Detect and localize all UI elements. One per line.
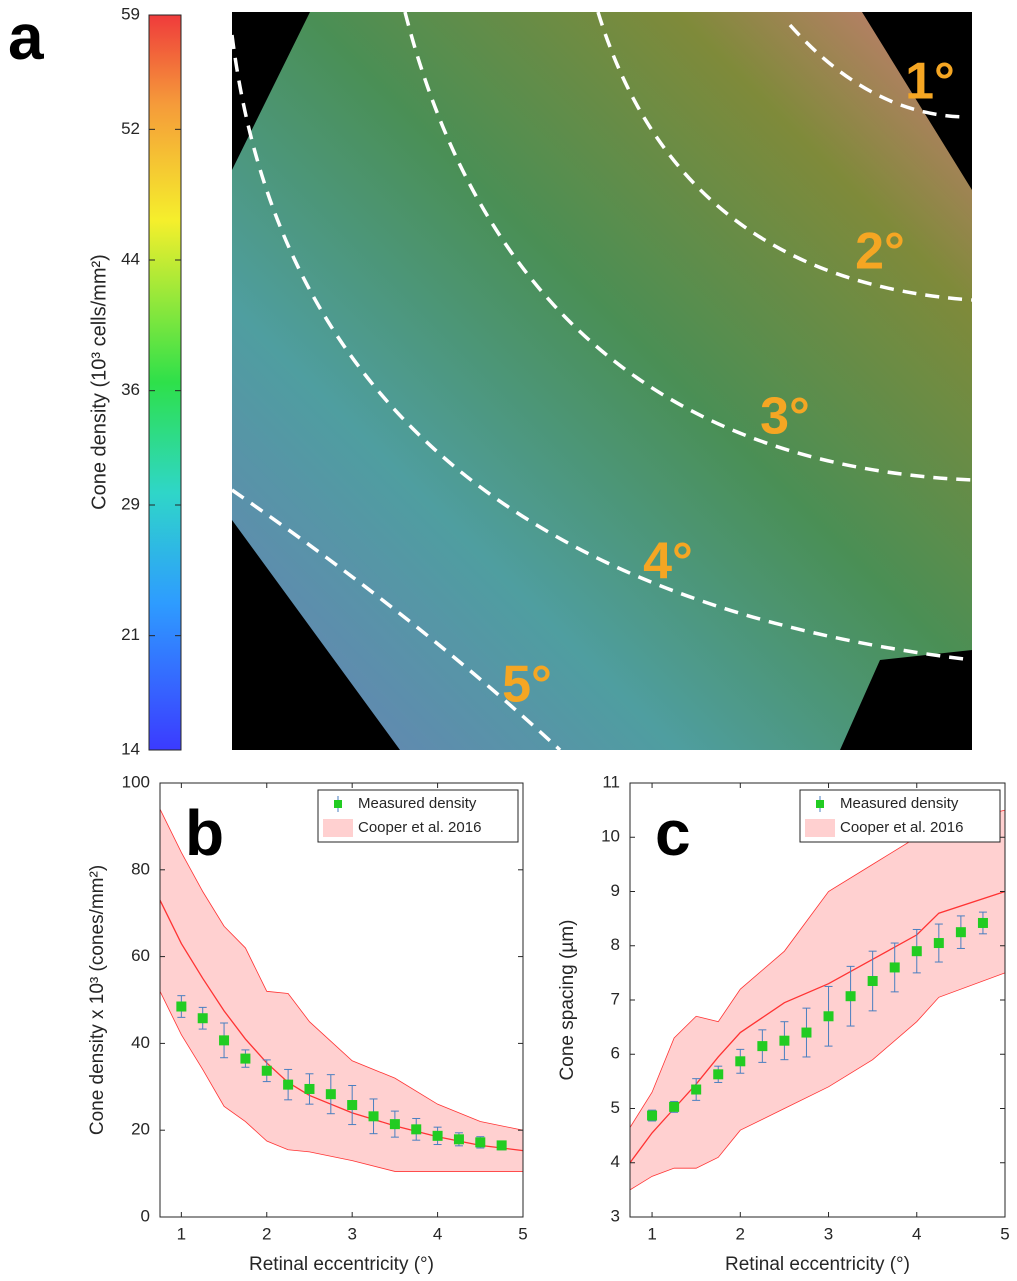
x-axis-label: Retinal eccentricity (°) [249, 1254, 434, 1275]
x-tick-label: 2 [736, 1224, 745, 1243]
data-point [779, 1035, 790, 1046]
contour-line [403, 11, 973, 482]
data-point [432, 1130, 443, 1141]
y-tick-label: 9 [611, 881, 620, 900]
colorbar-tick-label: 21 [121, 625, 140, 644]
panel-label: c [655, 797, 691, 869]
colorbar-tick-label: 52 [121, 119, 140, 138]
x-tick-label: 1 [647, 1224, 656, 1243]
x-tick-label: 5 [1000, 1224, 1009, 1243]
data-point [691, 1084, 702, 1095]
x-axis-label: Retinal eccentricity (°) [725, 1254, 910, 1275]
legend-swatch [334, 800, 342, 808]
y-tick-label: 100 [122, 772, 150, 791]
data-point [647, 1110, 658, 1121]
y-tick-label: 5 [611, 1098, 620, 1117]
legend-label: Measured density [840, 795, 959, 812]
data-point [176, 1001, 187, 1012]
data-point [845, 991, 856, 1002]
data-point [347, 1100, 358, 1111]
data-point [325, 1089, 336, 1100]
y-tick-label: 80 [131, 859, 150, 878]
colorbar-tick-label: 59 [121, 4, 140, 23]
data-point [713, 1069, 724, 1080]
data-point [757, 1041, 768, 1052]
legend-swatch [323, 819, 353, 837]
y-tick-label: 40 [131, 1033, 150, 1052]
contour-label: 2° [855, 223, 905, 281]
data-point [801, 1027, 812, 1038]
colorbar [148, 14, 182, 751]
legend-label: Cooper et al. 2016 [840, 819, 963, 836]
legend-label: Measured density [358, 795, 477, 812]
x-tick-label: 5 [518, 1224, 527, 1243]
legend-label: Cooper et al. 2016 [358, 819, 481, 836]
y-tick-label: 60 [131, 946, 150, 965]
data-point [197, 1013, 208, 1024]
y-tick-label: 7 [611, 989, 620, 1008]
y-tick-label: 0 [141, 1206, 150, 1225]
colorbar-tick-label: 14 [121, 739, 140, 758]
panel-label: a [8, 1, 44, 73]
x-tick-label: 4 [433, 1224, 442, 1243]
data-point [304, 1083, 315, 1094]
legend-swatch [805, 819, 835, 837]
contours [230, 11, 973, 752]
x-tick-label: 1 [177, 1224, 186, 1243]
data-point [889, 962, 900, 973]
data-point [977, 917, 988, 928]
y-tick-label: 20 [131, 1120, 150, 1139]
data-point [283, 1079, 294, 1090]
data-point [453, 1134, 464, 1145]
plot-frame [159, 782, 524, 1218]
y-axis-label: Cone density x 10³ (cones/mm²) [87, 865, 108, 1135]
colorbar-label: Cone density (10³ cells/mm²) [88, 254, 110, 510]
data-point [475, 1137, 486, 1148]
data-point [867, 976, 878, 987]
data-point [933, 938, 944, 949]
data-point [261, 1065, 272, 1076]
x-tick-label: 2 [262, 1224, 271, 1243]
contour-label: 1° [905, 53, 955, 111]
data-point [496, 1140, 507, 1151]
data-point [411, 1124, 422, 1135]
data-point [389, 1119, 400, 1130]
x-tick-label: 3 [347, 1224, 356, 1243]
y-tick-label: 8 [611, 935, 620, 954]
contour-line [230, 34, 973, 662]
y-tick-label: 11 [602, 772, 620, 791]
data-point [240, 1053, 251, 1064]
colorbar-tick-label: 44 [121, 249, 140, 268]
y-tick-label: 4 [611, 1152, 620, 1171]
panel-label: b [185, 797, 224, 869]
data-point [368, 1111, 379, 1122]
contour-label: 5° [502, 656, 552, 714]
contour-line [231, 488, 562, 752]
data-point [823, 1011, 834, 1022]
contour-label: 3° [760, 388, 810, 446]
contour-label: 4° [643, 533, 693, 591]
legend-swatch [816, 800, 824, 808]
data-point [735, 1056, 746, 1067]
contour-line [596, 11, 973, 302]
data-point [219, 1035, 230, 1046]
colorbar-tick-label: 29 [121, 494, 140, 513]
colorbar-tick-label: 36 [121, 380, 140, 399]
y-tick-label: 10 [601, 827, 620, 846]
data-point [911, 946, 922, 957]
x-tick-label: 4 [912, 1224, 921, 1243]
y-tick-label: 6 [611, 1044, 620, 1063]
data-point [669, 1101, 680, 1112]
data-point [955, 927, 966, 938]
y-tick-label: 3 [611, 1206, 620, 1225]
x-tick-label: 3 [824, 1224, 833, 1243]
retina-image [232, 12, 972, 750]
y-axis-label: Cone spacing (µm) [557, 920, 578, 1081]
contour-line [788, 23, 966, 119]
